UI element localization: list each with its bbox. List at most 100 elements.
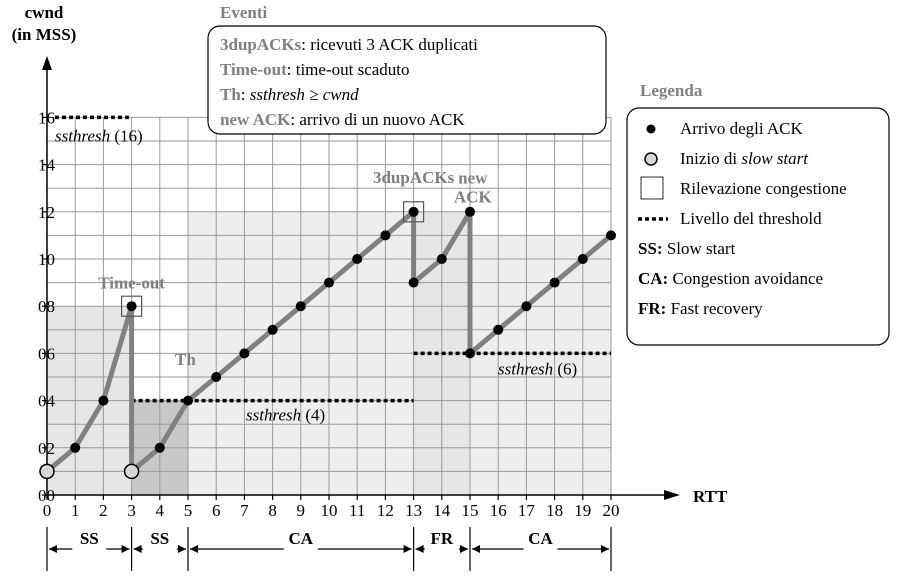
phase-arrow-right: [403, 545, 412, 553]
legend-square-icon: [640, 176, 664, 200]
axes: cwnd (in MSS) RTT: [12, 3, 728, 506]
x-tick-label: 12: [377, 501, 394, 520]
phase-label: SS: [150, 529, 169, 548]
x-axis-arrow: [664, 490, 680, 500]
legend-item: Arrivo degli ACK: [680, 119, 803, 138]
x-tick-label: 11: [349, 501, 365, 520]
phase-label-bg: [72, 537, 107, 559]
phase-label: SS: [80, 529, 99, 548]
phase-arrow-right: [460, 545, 468, 553]
ack-point: [70, 442, 81, 453]
phase-bar: SS SS CA FR CA: [46, 527, 612, 571]
events-frame: [207, 25, 607, 135]
x-tick-label: 5: [184, 501, 193, 520]
events-box: Eventi 3dupACKs: ricevuti 3 ACK duplicati…: [207, 3, 607, 135]
phase-arrow-left: [190, 545, 198, 553]
x-tick-label: 0: [43, 501, 52, 520]
threshold-label: ssthresh (6): [498, 359, 577, 378]
x-tick-label: 1: [71, 501, 80, 520]
x-tick-label: 20: [603, 501, 620, 520]
ack-point: [577, 254, 588, 264]
legend-item: Livello del threshold: [680, 209, 822, 228]
ack-point: [295, 301, 306, 312]
x-tick-label: 10: [321, 501, 338, 520]
phase-label: CA: [289, 529, 314, 548]
phase-label-bg: [523, 537, 558, 559]
y-axis-arrow: [42, 56, 52, 70]
x-axis-label: RTT: [693, 487, 728, 506]
phase-label-bg: [142, 537, 177, 559]
ack-point: [154, 442, 165, 453]
x-tick-label: 4: [156, 501, 165, 520]
x-tick-label: 7: [240, 501, 249, 520]
annotation-label: Th: [175, 350, 196, 369]
events-line: new ACK: arrivo di un nuovo ACK: [220, 110, 465, 129]
annotation-label: ACK: [454, 187, 493, 206]
y-axis-label: cwnd: [25, 3, 64, 22]
y-tick-label: 10: [38, 250, 55, 269]
events-title: Eventi: [220, 3, 268, 22]
y-tick-label: 04: [38, 392, 56, 411]
x-tick-label: 8: [268, 501, 277, 520]
phase-label-bg: [283, 537, 318, 559]
phase-label-bg: [424, 537, 459, 559]
ack-point: [408, 206, 419, 217]
phase-arrow-right: [121, 545, 130, 553]
ack-point: [324, 277, 334, 288]
x-tick-label: 18: [546, 501, 563, 520]
phase-arrow-right: [178, 545, 186, 553]
y-tick-label: 16: [38, 108, 55, 127]
y-tick-label: 06: [38, 344, 55, 363]
ack-points: [39, 206, 616, 480]
phase-arrow-left: [49, 545, 57, 553]
ack-point: [549, 277, 560, 288]
x-tick-label: 6: [212, 501, 221, 520]
x-tick-label: 16: [490, 501, 507, 520]
x-tick-label: 13: [405, 501, 422, 520]
phase-arrow-left: [472, 545, 480, 553]
ack-point: [380, 230, 391, 241]
ack-point: [606, 230, 616, 241]
y-tick-label: 08: [38, 297, 55, 316]
ack-point: [126, 301, 137, 312]
threshold-label: ssthresh (4): [246, 406, 325, 425]
x-tick-label: 15: [462, 501, 479, 520]
congestion-square: [120, 295, 143, 317]
ack-point: [521, 301, 532, 312]
ack-point: [436, 254, 447, 264]
x-tick-label: 9: [297, 501, 306, 520]
threshold-label: ssthresh (16): [55, 126, 143, 145]
ack-point: [183, 395, 193, 406]
phase-label: CA: [528, 529, 553, 548]
x-tick-label: 14: [433, 501, 451, 520]
legend-item: Inizio di slow start: [680, 149, 809, 168]
events-line: Time-out: time-out scaduto: [220, 60, 410, 79]
slow-start-point: [123, 463, 140, 480]
legend-frame: [626, 107, 890, 346]
annotation-label: 3dupACKs: [373, 168, 455, 187]
legend-item: CA: Congestion avoidance: [638, 269, 823, 288]
ack-point: [98, 395, 109, 406]
phase-arrow-right: [601, 545, 609, 553]
thresholds: ssthresh (16) ssthresh (4) ssthresh (6): [55, 115, 611, 425]
annotation-label: new: [458, 168, 488, 187]
ack-point: [239, 348, 250, 359]
ack-point: [465, 206, 475, 217]
x-tick-label: 17: [518, 501, 536, 520]
legend-item: SS: Slow start: [638, 239, 736, 258]
congestion-markers: [120, 201, 425, 317]
events-line: 3dupACKs: ricevuti 3 ACK duplicati: [220, 35, 478, 54]
y-axis-label-unit: (in MSS): [12, 25, 77, 44]
legend-item: Rilevazione congestione: [680, 179, 847, 198]
shaded-region-4: [470, 235, 611, 495]
x-tick-label: 19: [574, 501, 591, 520]
ack-point: [465, 348, 475, 359]
x-tick-label: 3: [127, 501, 136, 520]
legend: Legenda Arrivo degli ACK Inizio di slow st…: [626, 81, 890, 346]
tick-labels: 0002040608101214160123456789101112131415…: [38, 108, 620, 520]
phase-label: FR: [430, 529, 453, 548]
annotation-label: Time-out: [98, 274, 165, 293]
ack-point: [493, 324, 504, 335]
